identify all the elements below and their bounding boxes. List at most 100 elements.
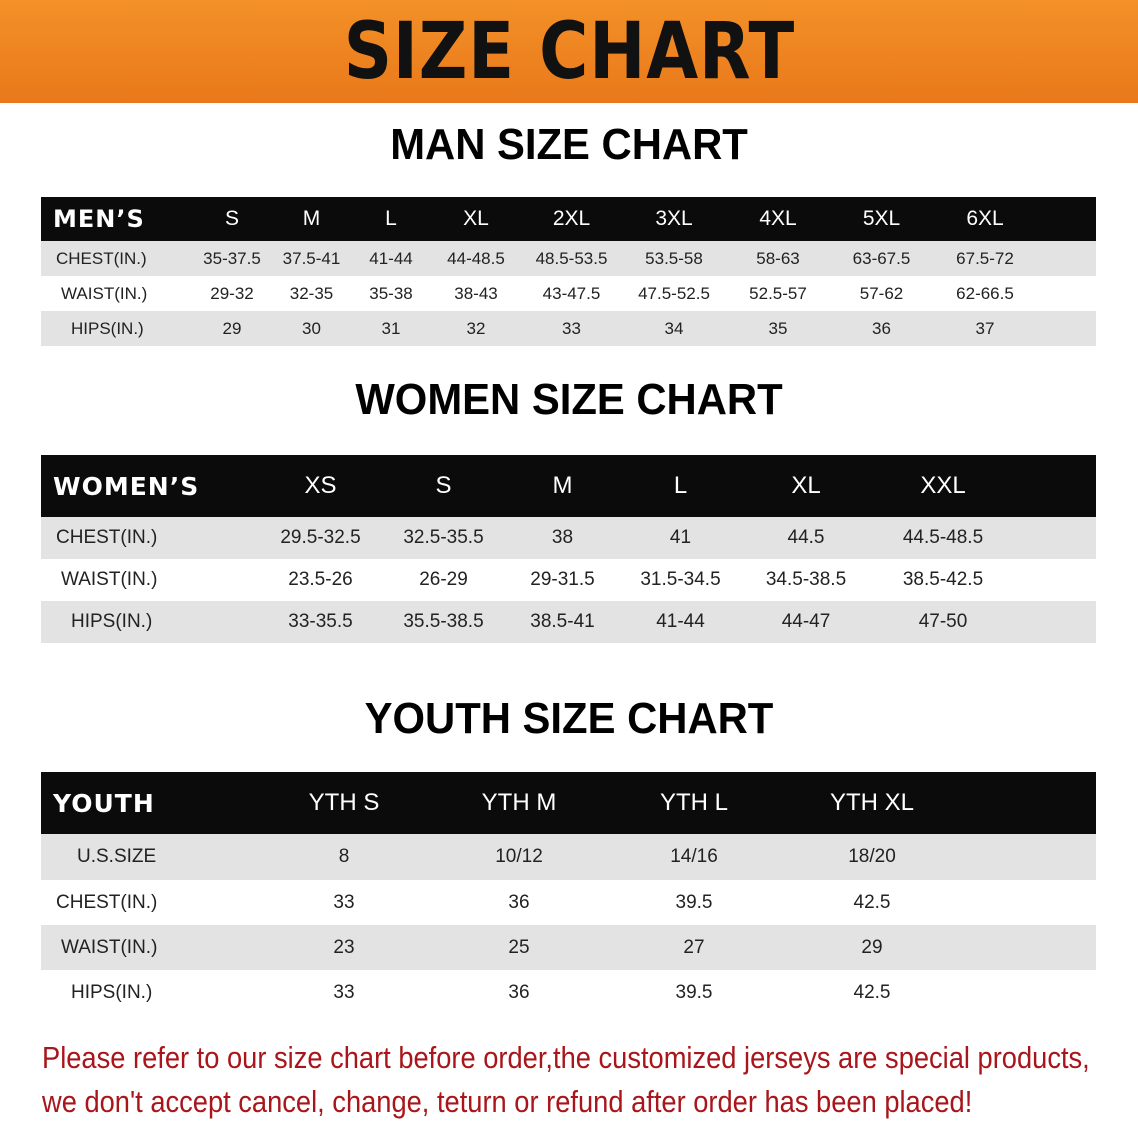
size-value: 37.5-41 [282,248,341,268]
banner-title: SIZE CHART [343,6,795,97]
size-header: S [224,207,239,230]
measurement-label: HIPS(IN.) [71,318,144,338]
size-value: 14/16 [670,846,718,867]
size-value: 52.5-57 [749,283,807,303]
size-value: 62-66.5 [956,283,1014,303]
women-header-row: WOMEN’S XS S M L XL XXL [41,455,1096,517]
size-header: YTH M [481,789,557,816]
size-value: 34 [664,318,684,338]
men-header-row: MEN’S S M L XL 2XL 3XL 4XL 5XL 6XL [41,197,1096,241]
size-value: 43-47.5 [542,283,601,303]
size-value: 47-50 [918,611,968,632]
size-value: 37 [975,318,995,338]
size-value: 57-62 [859,283,904,303]
size-header: XXL [920,472,966,499]
youth-size-table: YOUTH YTH S YTH M YTH L YTH XL U.S.SIZE 8 10/12… [41,772,1096,1015]
size-header: L [385,207,397,230]
youth-section-title: YOUTH SIZE CHART [364,694,774,743]
size-header: L [673,472,688,499]
size-value: 29-31.5 [530,569,595,590]
size-value: 36 [508,891,530,913]
table-row: CHEST(IN.) 35-37.5 37.5-41 41-44 44-48.5 48.5… [41,241,1096,276]
size-value: 23.5-26 [288,569,353,590]
order-notice: Please refer to our size chart before or… [42,1036,1124,1124]
size-header: XS [304,472,337,499]
table-category-label: WOMEN’S [53,471,200,501]
table-row: U.S.SIZE 8 10/12 14/16 18/20 [41,834,1096,880]
size-value: 44.5 [787,527,825,548]
table-category-label: MEN’S [53,205,145,233]
size-value: 58-63 [756,248,800,268]
size-value: 35.5-38.5 [403,611,484,632]
size-value: 18/20 [848,846,896,867]
size-value: 30 [302,318,321,338]
size-value: 38.5-41 [530,611,595,632]
size-value: 29 [222,318,242,338]
banner: SIZE CHART [0,0,1138,103]
table-row: HIPS(IN.) 33-35.5 35.5-38.5 38.5-41 41-44 44-… [41,601,1096,643]
size-value: 32 [466,318,486,338]
measurement-label: WAIST(IN.) [61,283,148,303]
measurement-label: CHEST(IN.) [56,248,147,268]
size-value: 34.5-38.5 [765,569,847,590]
size-value: 44-47 [781,611,831,632]
size-header: 6XL [966,207,1004,230]
size-header: XL [791,472,821,499]
women-section-title: WOMEN SIZE CHART [355,375,783,424]
measurement-label: HIPS(IN.) [71,981,153,1003]
size-value: 33-35.5 [288,611,353,632]
size-value: 67.5-72 [956,248,1014,268]
size-value: 35-38 [369,283,413,303]
size-value: 44-48.5 [447,248,505,268]
measurement-label: CHEST(IN.) [56,891,158,913]
size-header: YTH L [659,789,728,816]
table-row: CHEST(IN.) 33 36 39.5 42.5 [41,880,1096,925]
table-row: WAIST(IN.) 23.5-26 26-29 29-31.5 31.5-34.5 34… [41,559,1096,601]
size-value: 53.5-58 [645,248,703,268]
size-value: 8 [338,846,350,867]
size-value: 39.5 [675,981,713,1003]
size-header: M [302,207,321,230]
size-value: 29 [861,936,883,958]
size-value: 33 [333,891,355,913]
size-header: XL [463,207,489,230]
size-value: 41-44 [656,611,705,632]
size-value: 33 [333,981,355,1003]
measurement-label: U.S.SIZE [77,846,157,867]
size-value: 29-32 [210,283,254,303]
measurement-label: CHEST(IN.) [56,527,158,548]
size-value: 41 [669,527,692,548]
size-value: 33 [562,318,581,338]
size-value: 38.5-42.5 [902,569,984,590]
size-value: 39.5 [675,891,713,913]
table-row: CHEST(IN.) 29.5-32.5 32.5-35.5 38 41 44.5 44.5… [41,517,1096,559]
size-header: 3XL [655,207,693,230]
size-value: 42.5 [853,981,891,1003]
size-header: M [552,472,573,499]
size-value: 27 [683,936,705,958]
size-value: 38 [551,527,574,548]
size-value: 38-43 [454,283,498,303]
men-size-table: MEN’S S M L XL 2XL 3XL 4XL 5XL 6XL CHEST(IN.) 35-37… [41,197,1096,346]
measurement-label: WAIST(IN.) [61,569,158,590]
order-notice-line: Please refer to our size chart before or… [42,1040,1090,1075]
table-row: WAIST(IN.) 23 25 27 29 [41,925,1096,970]
youth-header-row: YOUTH YTH S YTH M YTH L YTH XL [41,772,1096,834]
size-value: 35 [768,318,788,338]
table-row: HIPS(IN.) 33 36 39.5 42.5 [41,970,1096,1015]
size-header: 2XL [552,207,591,230]
size-value: 41-44 [369,248,413,268]
size-value: 42.5 [853,891,891,913]
order-notice-line: we don't accept cancel, change, teturn o… [42,1084,973,1119]
measurement-label: HIPS(IN.) [71,611,153,632]
size-value: 48.5-53.5 [535,248,608,268]
size-value: 23 [333,936,355,958]
size-value: 32.5-35.5 [403,527,484,548]
table-row: HIPS(IN.) 29 30 31 32 33 34 35 36 37 [41,311,1096,346]
size-value: 26-29 [419,569,468,590]
size-value: 36 [872,318,891,338]
size-value: 29.5-32.5 [280,527,361,548]
men-section-title: MAN SIZE CHART [390,120,748,169]
size-value: 44.5-48.5 [902,527,984,548]
measurement-label: WAIST(IN.) [61,936,158,958]
